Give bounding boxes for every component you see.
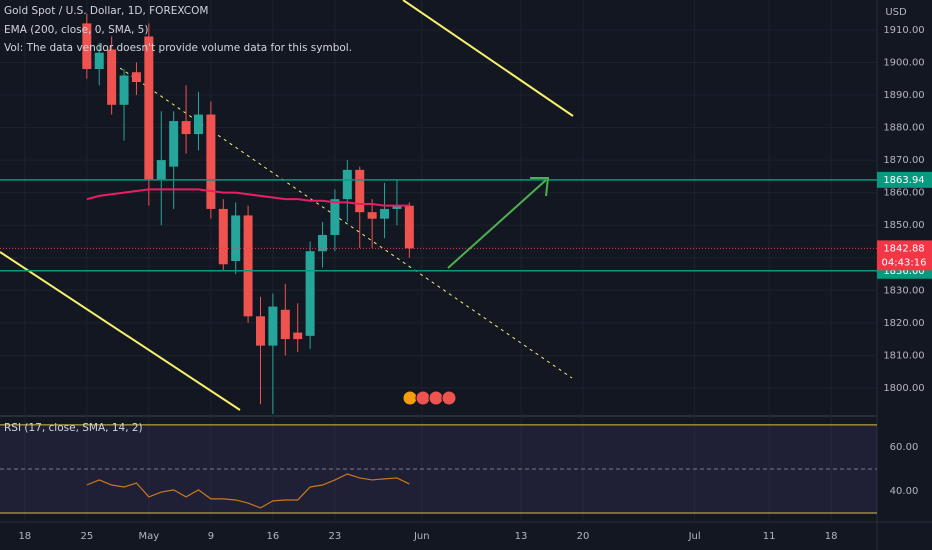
candle-body — [144, 36, 154, 180]
candle-body — [193, 114, 203, 135]
candle-body — [107, 49, 117, 105]
event-icon — [415, 390, 431, 406]
candle-body — [268, 306, 278, 346]
candle-body — [82, 23, 92, 69]
event-icon — [441, 390, 457, 406]
x-tick-label: 9 — [208, 531, 214, 542]
x-tick-label: 18 — [18, 531, 31, 542]
candle-body — [255, 316, 265, 346]
y-tick-label: 1880.00 — [883, 123, 924, 134]
x-tick-label: Jun — [413, 531, 430, 542]
candle-body — [131, 72, 141, 83]
arrow — [447, 179, 547, 269]
candle-body — [380, 208, 390, 219]
rsi-line — [86, 473, 410, 509]
candle-body — [206, 114, 216, 209]
candle-body — [181, 121, 191, 135]
y-tick-label: 1890.00 — [883, 90, 924, 101]
y-tick-label: 1830.00 — [883, 285, 924, 296]
candle-body — [231, 215, 241, 261]
candle-body — [355, 169, 365, 213]
symbol-title: Gold Spot / U.S. Dollar, 1D, FOREXCOM — [4, 5, 208, 17]
candle-body — [218, 208, 228, 265]
candle-body — [119, 75, 129, 105]
candle-body — [342, 169, 352, 200]
candle-body — [367, 212, 377, 219]
rsi-title: RSI (17, close, SMA, 14, 2) — [4, 422, 143, 434]
y-tick-label: 1800.00 — [883, 383, 924, 394]
rsi-pane — [0, 424, 877, 514]
x-tick-label: 13 — [515, 531, 528, 542]
event-icon — [402, 390, 418, 406]
y-tick-label: 1860.00 — [883, 188, 924, 199]
y-tick-label: 1900.00 — [883, 57, 924, 68]
y-tick-label: 1910.00 — [883, 25, 924, 36]
ema-legend: EMA (200, close, 0, SMA, 5) — [4, 24, 148, 36]
candle-body — [330, 199, 340, 235]
grid — [0, 0, 877, 522]
y-tick-label: 1820.00 — [883, 318, 924, 329]
currency: USD — [885, 7, 907, 18]
x-tick-label: 25 — [80, 531, 93, 542]
candle-body — [305, 251, 315, 336]
y-tick-label: 1810.00 — [883, 350, 924, 361]
candle-body — [156, 160, 166, 180]
x-tick-label: Jul — [688, 531, 701, 542]
candle-body — [169, 121, 179, 167]
y-tick-label: 1850.00 — [883, 220, 924, 231]
price-label: 1863.94 — [883, 175, 924, 186]
candle-body — [318, 234, 328, 252]
y-tick-label: 40.00 — [890, 486, 919, 497]
candle-body — [293, 332, 303, 340]
x-tick-label: 18 — [825, 531, 838, 542]
candle-body — [243, 215, 253, 317]
arrow-head — [530, 177, 550, 197]
last-price-label: 1842.88 — [883, 243, 924, 254]
trend-line — [0, 251, 241, 411]
candle-body — [404, 205, 414, 249]
event-icon — [428, 390, 444, 406]
y-tick-label: 60.00 — [890, 442, 919, 453]
price-label: 1836.00 — [883, 266, 924, 277]
price-label-box — [877, 171, 932, 188]
candle-body — [280, 309, 290, 340]
x-tick-label: 23 — [329, 531, 342, 542]
y-tick-label: 1870.00 — [883, 155, 924, 166]
last-price-box — [877, 240, 932, 271]
trend-line — [402, 0, 574, 117]
x-tick-label: 11 — [763, 531, 776, 542]
event-icons — [402, 390, 457, 406]
vol-legend: Vol: The data vendor doesn't provide vol… — [4, 42, 352, 54]
price-pane — [0, 13, 877, 414]
x-tick-label: 20 — [577, 531, 590, 542]
candle-body — [94, 52, 104, 69]
ema-line — [86, 188, 410, 207]
countdown: 04:43:16 — [882, 257, 927, 268]
x-tick-label: May — [139, 531, 160, 542]
candle-body — [392, 205, 402, 209]
x-tick-label: 16 — [267, 531, 280, 542]
